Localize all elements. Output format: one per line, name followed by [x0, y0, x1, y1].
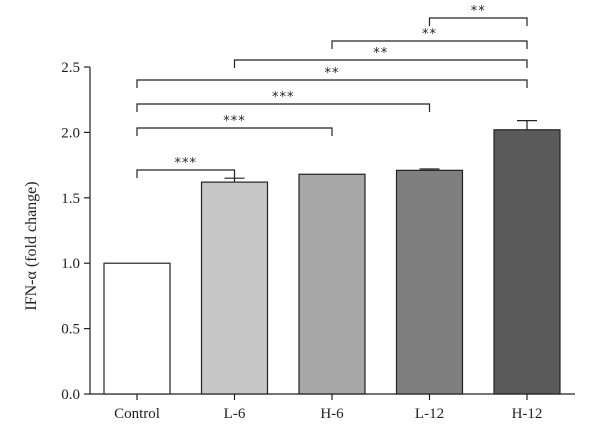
significance-bracket-1 [136, 127, 333, 136]
y-tick-label-2: 1.0 [61, 256, 80, 272]
y-tick-label-0: 0.0 [61, 387, 80, 403]
x-tick-label-h-12: H-12 [512, 406, 543, 422]
x-tick-label-l-6: L-6 [224, 406, 246, 422]
significance-bracket-3 [136, 79, 528, 88]
y-axis: 0.0 0.5 1.0 1.5 2.0 2.5 [61, 60, 91, 403]
x-tick-label-control: Control [114, 406, 160, 422]
bars [103, 120, 561, 395]
significance-bracket-2 [136, 103, 431, 112]
significance-label-0: *** [175, 156, 198, 171]
significance-label-4: ** [373, 46, 388, 61]
significance-bracket-5 [331, 40, 528, 49]
bar-control [103, 262, 171, 395]
x-axis: Control L-6 H-6 L-12 H-12 [90, 393, 575, 422]
y-tick-label-1: 0.5 [61, 322, 80, 338]
bar-l-6 [200, 181, 269, 395]
significance-label-3: ** [325, 66, 340, 81]
y-tick-label-4: 2.0 [61, 125, 80, 141]
significance-brackets: ***************** [136, 4, 528, 178]
y-axis-title: IFN-α (fold change) [23, 181, 40, 310]
significance-label-1: *** [223, 114, 246, 129]
x-tick-label-h-6: H-6 [320, 406, 344, 422]
significance-label-5: ** [422, 27, 437, 42]
y-tick-label-3: 1.5 [61, 191, 80, 207]
bar-h-12 [493, 129, 561, 395]
significance-bracket-4 [233, 59, 528, 68]
bar-l-12 [395, 169, 464, 395]
significance-bracket-0 [136, 169, 236, 178]
y-tick-label-5: 2.5 [61, 60, 80, 76]
bar-h-6 [298, 173, 366, 395]
significance-bracket-6 [428, 17, 528, 26]
x-tick-label-l-12: L-12 [415, 406, 444, 422]
significance-label-2: *** [272, 90, 295, 105]
significance-label-6: ** [471, 4, 486, 19]
